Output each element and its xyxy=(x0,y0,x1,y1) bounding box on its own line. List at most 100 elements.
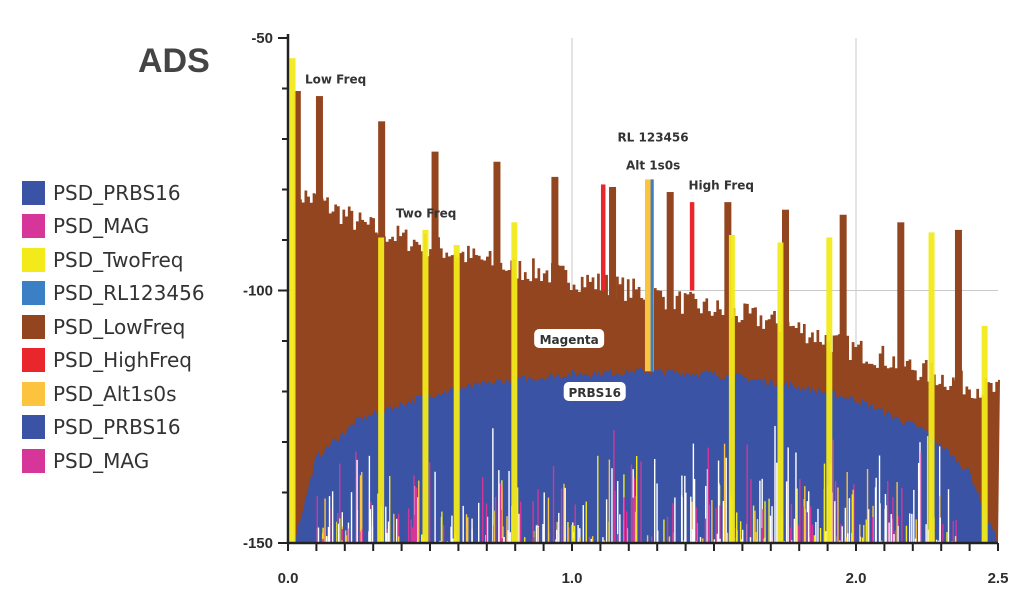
x-tick-label: 2.5 xyxy=(988,570,1009,587)
floor-noise-line xyxy=(955,519,957,543)
floor-noise-line xyxy=(764,501,766,543)
floor-noise-line xyxy=(359,475,362,543)
lowfreq-spike xyxy=(431,151,439,543)
annotation-label: Low Freq xyxy=(305,72,366,86)
floor-noise-line xyxy=(407,508,410,543)
legend-label: PSD_PRBS16 xyxy=(53,415,181,440)
floor-noise-line xyxy=(723,443,726,543)
annotation-label: Two Freq xyxy=(396,206,456,220)
floor-noise-line xyxy=(952,520,954,543)
floor-noise-line xyxy=(692,443,695,543)
twofreq-spike xyxy=(826,237,833,543)
floor-noise-line xyxy=(574,504,576,543)
floor-noise-line xyxy=(613,430,615,543)
floor-noise-line xyxy=(646,535,649,543)
floor-noise-line xyxy=(410,519,412,543)
annotation-label: Magenta xyxy=(540,333,599,347)
floor-noise-line xyxy=(397,513,400,543)
floor-noise-line xyxy=(494,496,497,543)
floor-noise-line xyxy=(901,487,903,543)
floor-noise-line xyxy=(699,537,702,543)
floor-noise-line xyxy=(837,487,839,543)
legend-item: PSD_RL123456 xyxy=(22,277,205,311)
floor-noise-line xyxy=(804,486,806,543)
lowfreq-spike xyxy=(954,229,962,543)
floor-noise-line xyxy=(368,531,370,543)
y-tick-label: -50 xyxy=(251,30,273,47)
floor-noise-line xyxy=(719,538,721,543)
floor-noise-line xyxy=(736,512,738,543)
rl123456-spike xyxy=(650,179,654,372)
floor-noise-line xyxy=(706,469,709,543)
floor-noise-line xyxy=(846,533,849,543)
floor-noise-line xyxy=(684,475,686,543)
floor-noise-line xyxy=(668,536,671,543)
floor-noise-line xyxy=(947,489,950,543)
floor-noise-line xyxy=(434,471,436,543)
floor-noise-line xyxy=(725,457,727,543)
floor-noise-line xyxy=(663,519,665,543)
floor-noise-line xyxy=(914,538,917,543)
floor-noise-line xyxy=(893,534,895,543)
floor-noise-line xyxy=(832,439,835,543)
floor-noise-line xyxy=(484,534,487,543)
floor-noise-line xyxy=(935,539,938,543)
floor-noise-line xyxy=(685,492,687,543)
legend-swatch xyxy=(22,381,45,406)
lowfreq-spike xyxy=(724,202,732,543)
legend-item: PSD_PRBS16 xyxy=(22,411,205,445)
floor-noise-line xyxy=(361,529,364,543)
legend-item: PSD_LowFreq xyxy=(22,310,205,344)
floor-noise-line xyxy=(746,444,748,543)
floor-noise-line xyxy=(556,529,558,543)
legend-label: PSD_HighFreq xyxy=(53,348,192,373)
floor-noise-line xyxy=(859,524,861,543)
floor-noise-line xyxy=(518,513,520,543)
axes: -50 -100 -150 0.0 1.0 2.0 2.5 xyxy=(243,30,1008,587)
floor-noise-line xyxy=(501,538,503,543)
floor-noise-line xyxy=(755,531,757,543)
legend-swatch xyxy=(22,448,45,473)
floor-noise-line xyxy=(614,490,616,543)
floor-noise-line xyxy=(808,537,810,543)
floor-noise-line xyxy=(577,539,579,543)
floor-noise-line xyxy=(377,493,379,543)
floor-noise-line xyxy=(542,523,544,543)
floor-noise-line xyxy=(498,533,501,543)
twofreq-spike xyxy=(289,58,296,543)
floor-noise-line xyxy=(416,497,419,543)
legend: PSD_PRBS16 PSD_MAG PSD_TwoFreq PSD_RL123456… xyxy=(22,176,205,478)
floor-noise-line xyxy=(535,525,538,543)
floor-noise-line xyxy=(350,492,353,543)
floor-noise-line xyxy=(558,512,560,543)
floor-noise-line xyxy=(619,514,621,543)
floor-noise-line xyxy=(500,509,502,543)
y-tick-label: -100 xyxy=(243,283,273,300)
y-tick-label: -150 xyxy=(243,535,273,552)
floor-noise-line xyxy=(813,535,816,543)
floor-noise-line xyxy=(485,503,488,543)
floor-noise-line xyxy=(588,536,591,543)
floor-noise-line xyxy=(421,534,423,543)
floor-noise-line xyxy=(324,498,326,543)
floor-noise-line xyxy=(768,498,770,543)
floor-noise-line xyxy=(387,521,390,543)
x-tick-label: 0.0 xyxy=(278,570,299,587)
floor-noise-line xyxy=(317,527,320,543)
floor-noise-line xyxy=(716,533,718,543)
floor-noise-line xyxy=(834,480,837,543)
floor-noise-line xyxy=(811,524,814,543)
floor-noise-line xyxy=(328,496,331,543)
floor-noise-line xyxy=(715,507,717,543)
floor-noise-line xyxy=(831,492,834,543)
floor-noise-line xyxy=(389,476,391,543)
floor-noise-line xyxy=(844,507,847,543)
floor-noise-line xyxy=(681,475,683,543)
floor-noise-line xyxy=(691,529,694,543)
floor-noise-line xyxy=(796,488,798,543)
floor-noise-line xyxy=(884,508,886,543)
floor-noise-line xyxy=(802,506,804,543)
floor-noise-line xyxy=(413,475,415,543)
floor-noise-line xyxy=(418,480,420,543)
floor-noise-line xyxy=(871,517,874,543)
